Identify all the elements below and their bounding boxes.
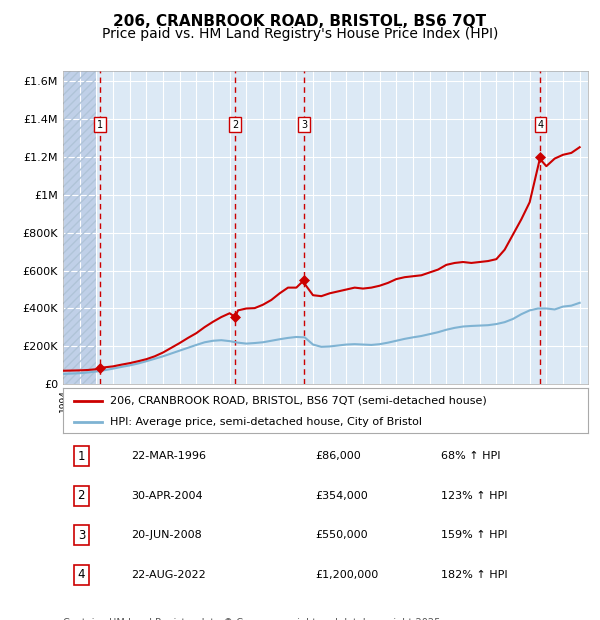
Text: 1: 1 [97,120,103,130]
Text: 4: 4 [77,569,85,582]
Text: 206, CRANBROOK ROAD, BRISTOL, BS6 7QT (semi-detached house): 206, CRANBROOK ROAD, BRISTOL, BS6 7QT (s… [110,396,487,405]
Text: 123% ↑ HPI: 123% ↑ HPI [441,491,508,501]
Text: £86,000: £86,000 [315,451,361,461]
Text: £550,000: £550,000 [315,530,368,540]
Text: Contains HM Land Registry data © Crown copyright and database right 2025.
This d: Contains HM Land Registry data © Crown c… [63,618,443,620]
Text: 20-JUN-2008: 20-JUN-2008 [131,530,202,540]
Text: 22-AUG-2022: 22-AUG-2022 [131,570,206,580]
Text: 206, CRANBROOK ROAD, BRISTOL, BS6 7QT: 206, CRANBROOK ROAD, BRISTOL, BS6 7QT [113,14,487,29]
Text: £1,200,000: £1,200,000 [315,570,378,580]
Bar [63,71,97,384]
Bar [63,71,97,384]
Text: 3: 3 [77,529,85,542]
Text: £354,000: £354,000 [315,491,368,501]
Text: 68% ↑ HPI: 68% ↑ HPI [441,451,500,461]
Text: 22-MAR-1996: 22-MAR-1996 [131,451,206,461]
Text: HPI: Average price, semi-detached house, City of Bristol: HPI: Average price, semi-detached house,… [110,417,422,427]
Text: 30-APR-2004: 30-APR-2004 [131,491,203,501]
Text: 2: 2 [77,489,85,502]
Text: 2: 2 [232,120,238,130]
Text: 4: 4 [537,120,544,130]
Text: 3: 3 [301,120,307,130]
Text: 182% ↑ HPI: 182% ↑ HPI [441,570,508,580]
Text: 1: 1 [77,450,85,463]
Text: Price paid vs. HM Land Registry's House Price Index (HPI): Price paid vs. HM Land Registry's House … [102,27,498,41]
Text: 159% ↑ HPI: 159% ↑ HPI [441,530,508,540]
